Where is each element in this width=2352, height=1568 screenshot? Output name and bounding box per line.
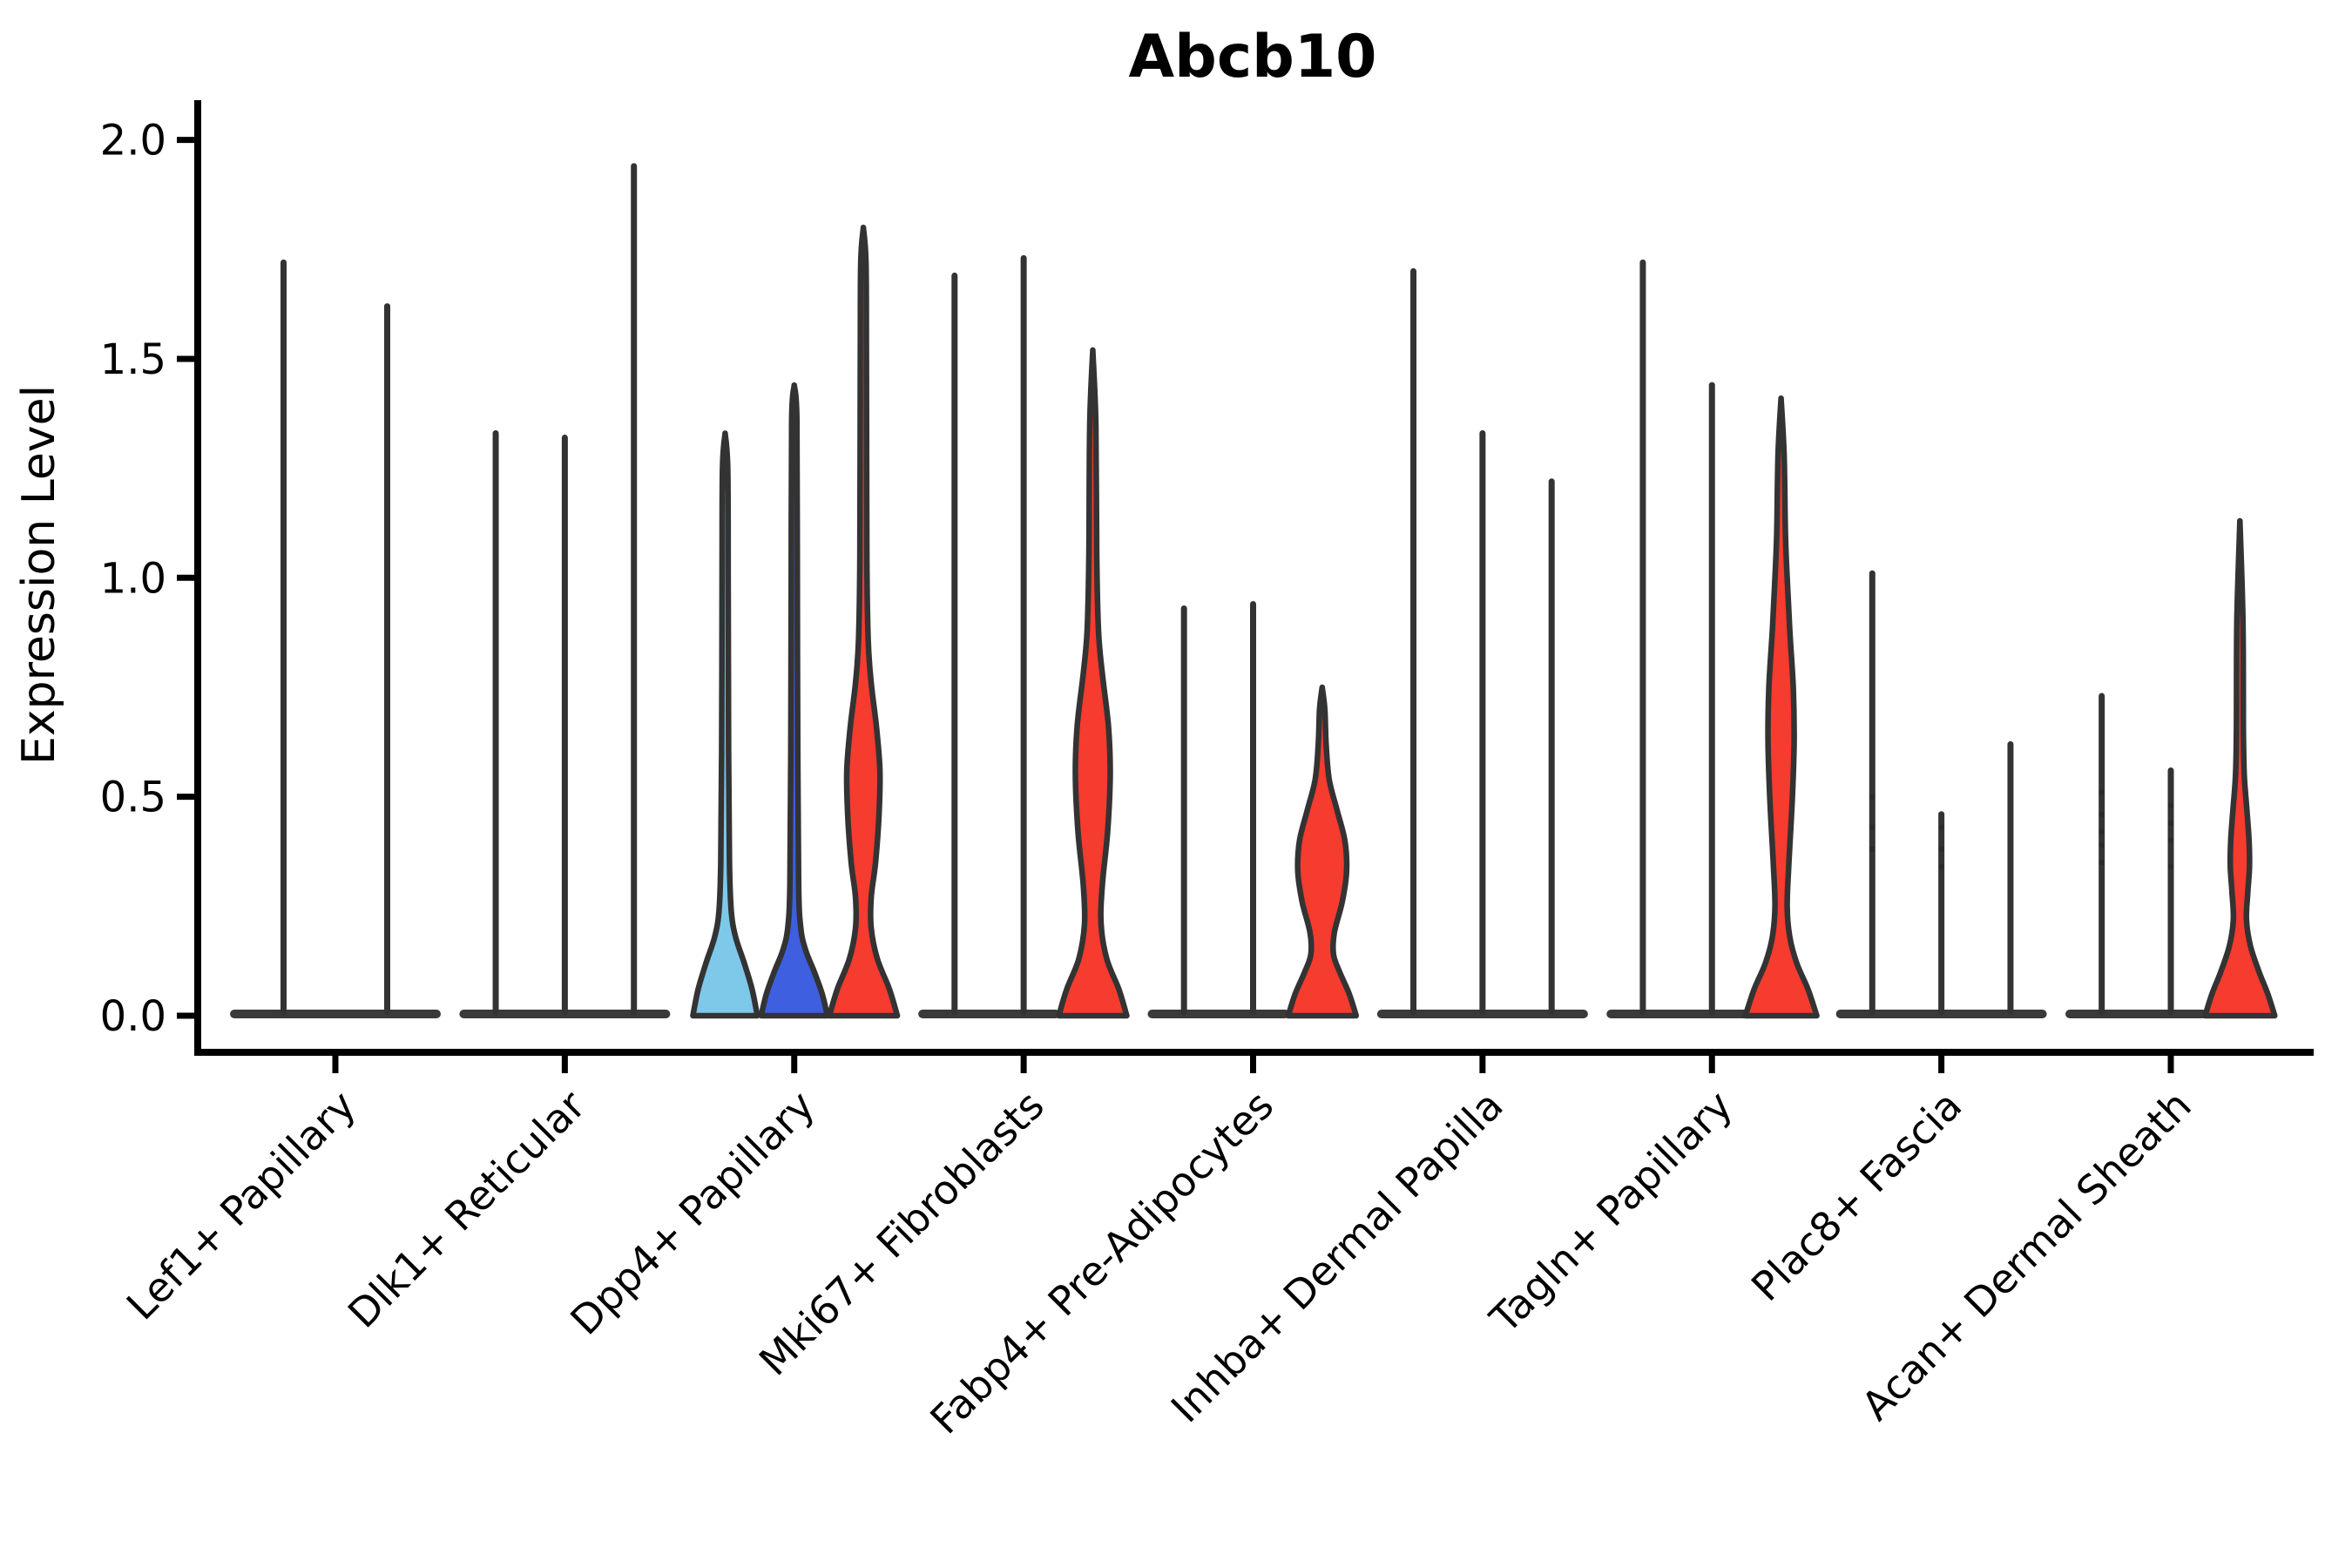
cell-dot [2167,820,2174,827]
y-tick-label: 1.0 [100,554,166,603]
violin-skyblue [690,430,760,1019]
violin-blue [758,382,831,1019]
x-tick-label: Lef1+ Papillary [118,1082,365,1329]
violin-red [1285,684,1360,1019]
cell-dot [2099,859,2105,866]
violin-red [1742,395,1820,1019]
cell-dot [2099,828,2105,835]
violin-red [2202,517,2278,1019]
cell-dot [2167,802,2174,808]
x-tick-label: Dlk1+ Reticular [339,1082,594,1337]
y-axis-label: Expression Level [13,385,65,765]
cell-dot [1869,846,1876,853]
cell-dot [2167,837,2174,844]
y-tick-label: 1.5 [100,335,166,384]
x-tick-label: Plac8+ Fascia [1742,1082,1970,1310]
violin-red [826,224,901,1019]
cell-dot [2167,863,2174,870]
x-tick-label: Tagln+ Papillary [1480,1082,1741,1343]
x-tick-label: Dpp4+ Papillary [561,1082,823,1344]
cell-dot [2099,789,2105,795]
cell-dot [1938,863,1944,870]
cell-dot [1938,824,1944,831]
cell-dot [2099,841,2105,848]
y-tick-label: 0.0 [100,992,166,1041]
chart-title: Abcb10 [1129,23,1377,91]
cell-dot [1869,824,1876,831]
y-tick-label: 2.0 [100,117,166,166]
cell-dot [1869,794,1876,800]
cell-dot [1938,846,1944,853]
y-tick-label: 0.5 [100,774,166,822]
cell-dot [2099,811,2105,817]
violin-red [1056,347,1130,1019]
